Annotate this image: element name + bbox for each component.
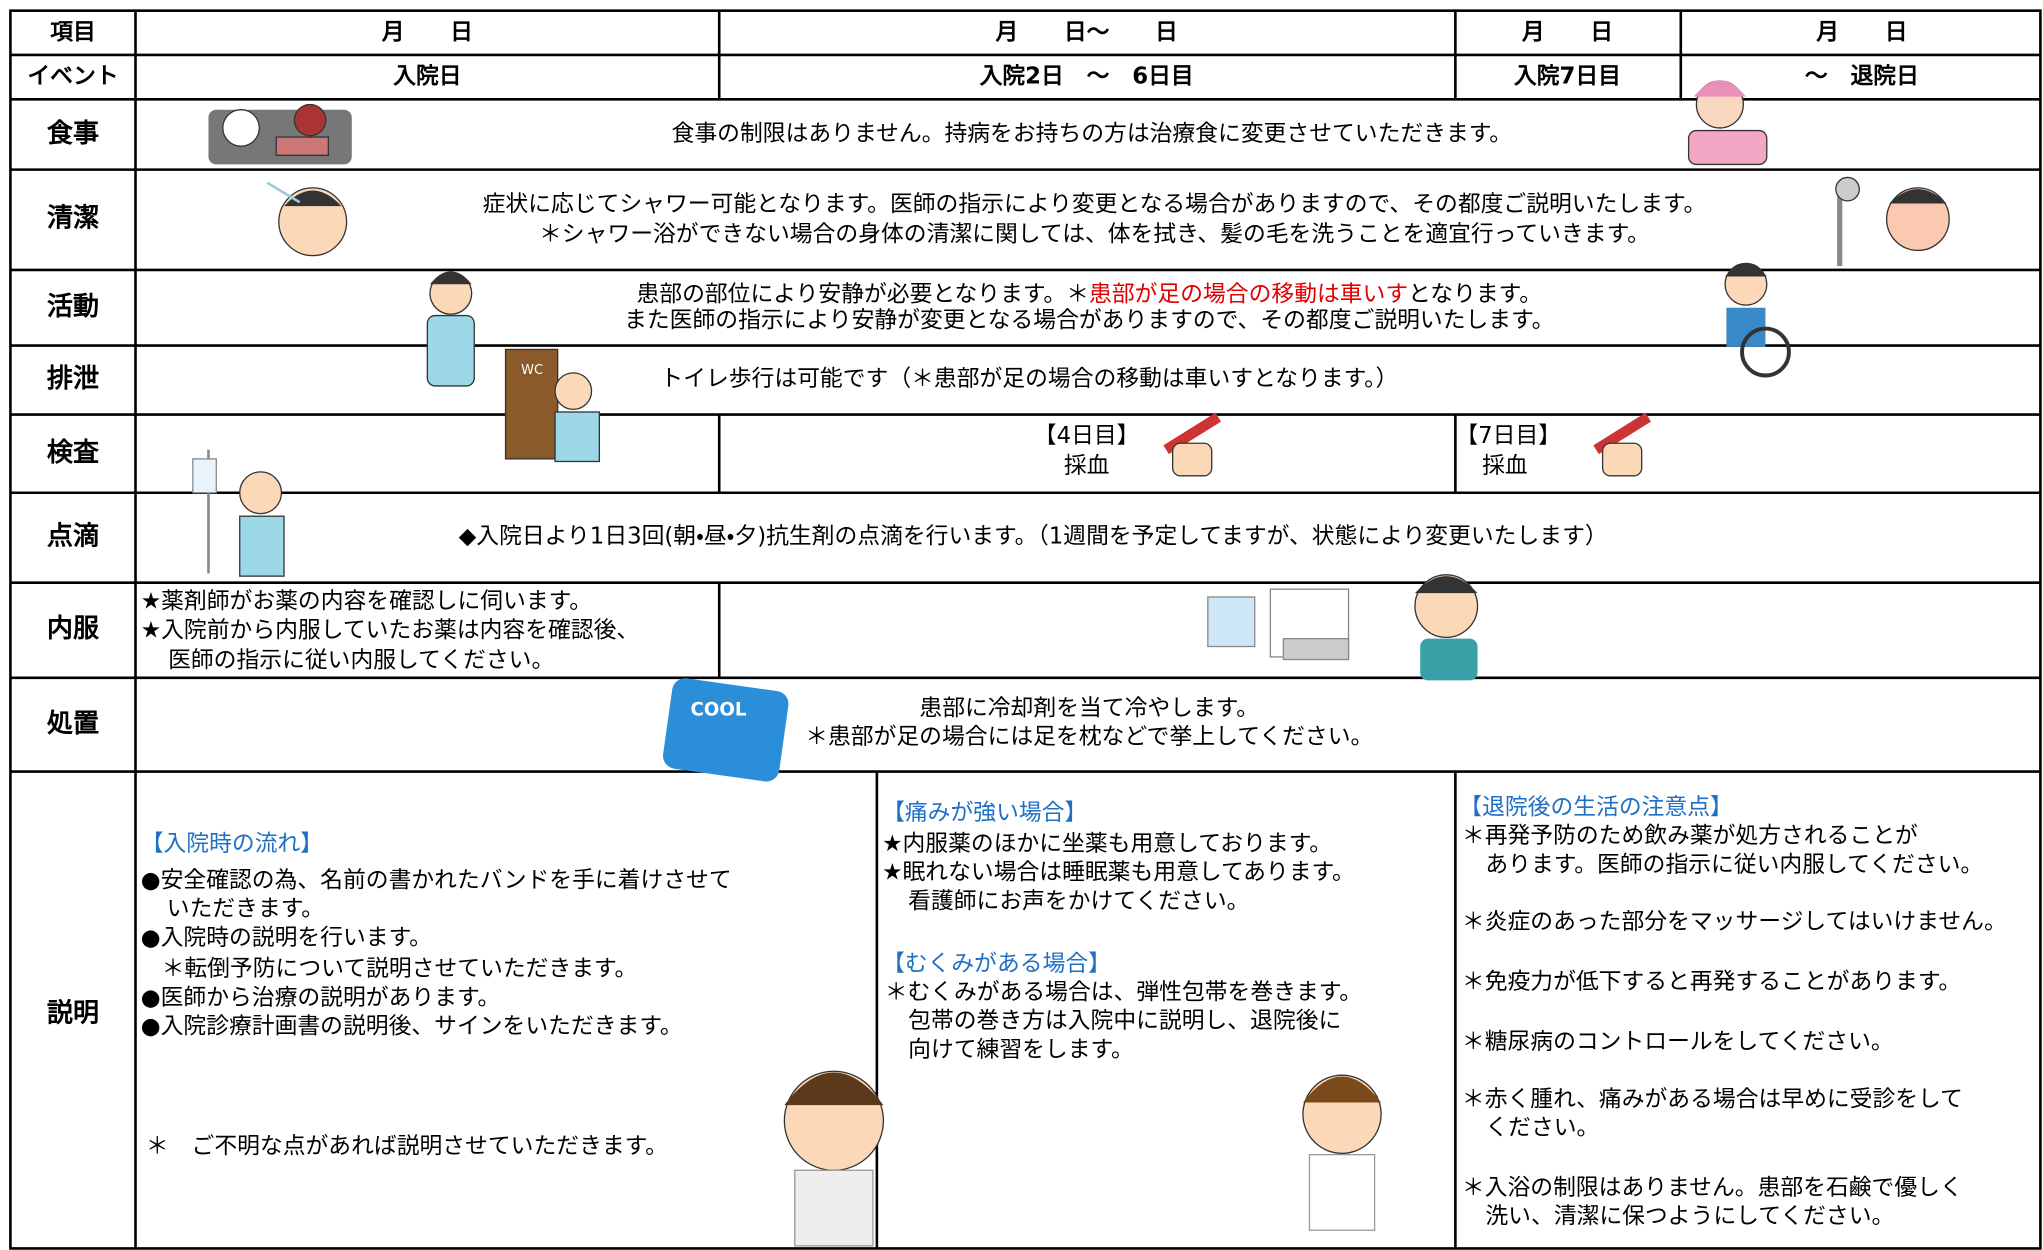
taking-medicine-icon: [1414, 574, 1479, 681]
cell-text: ★内服薬のほかに坐薬も用意しております。: [882, 831, 1332, 857]
cell-text: ＊ ご不明な点があれば説明させていただきます。: [146, 1133, 668, 1159]
text-part: 患部の部位により安静が必要となります。＊: [636, 281, 1089, 307]
cell-text: 【4日目】: [1034, 423, 1140, 449]
cell-text: 医師の指示に従い内服してください。: [168, 647, 554, 673]
cell-text: ＊免疫力が低下すると再発することがあります。: [1462, 969, 1961, 995]
illustrations: WC COOL: [192, 80, 1950, 1247]
meal-tray-icon: [208, 103, 352, 165]
cell-text: 患部に冷却剤を当て冷やします。: [919, 696, 1259, 722]
cell-text: ★入院前から内服していたお薬は内容を確認後、: [141, 617, 640, 643]
row-label: 検査: [47, 438, 99, 468]
header-cell: 月 日: [381, 19, 473, 45]
cell-text: 採血: [1064, 453, 1110, 479]
table-grid: [9, 9, 2042, 1250]
header-cell: 月 日: [1521, 19, 1613, 45]
shower-bath-icon: [1835, 176, 1950, 267]
header-cell: 月 日～ 日: [994, 19, 1177, 45]
iv-drip-icon: [192, 449, 285, 577]
cell-text: ください。: [1485, 1115, 1599, 1141]
cell-text: トイレ歩行は可能です（＊患部が足の場合の移動は車いすとなります。）: [660, 366, 1398, 392]
event-cell: 入院日: [393, 64, 461, 90]
row-label: 食事: [47, 118, 99, 149]
cool-pack-icon: COOL: [663, 678, 789, 782]
syringe-icon: [1163, 412, 1222, 477]
cell-text: ＊むくみがある場合は、弾性包帯を巻きます。: [885, 980, 1362, 1006]
header-cell: 項目: [50, 19, 96, 45]
event-cell: 入院7日目: [1514, 64, 1621, 90]
patient-standing-icon: [426, 271, 475, 387]
row-label: 清潔: [47, 204, 99, 234]
table-border: [9, 9, 2042, 1250]
cell-text: 食事の制限はありません。持病をお持ちの方は治療食に変更させていただきます。: [672, 121, 1513, 147]
cell-text: ●医師から治療の説明があります。: [141, 985, 501, 1011]
text-part: となります。: [1408, 281, 1542, 307]
row-label: 内服: [47, 614, 100, 644]
cell-text: ★薬剤師がお薬の内容を確認しに伺います。: [141, 589, 592, 615]
medicine-icon: [1207, 588, 1350, 661]
event-cell: ～ 退院日: [1805, 64, 1919, 90]
cell-text: また医師の指示により安静が変更となる場合がありますので、その都度ご説明いたします…: [624, 307, 1554, 333]
row-label: 説明: [47, 997, 99, 1028]
cell-text: ●入院診療計画書の説明後、サインをいただきます。: [141, 1013, 683, 1039]
event-cell: イベント: [27, 64, 118, 90]
highlight-text: 患部が足の場合の移動は車いす: [1089, 281, 1408, 307]
svg-text:WC: WC: [521, 363, 543, 378]
cell-text: あります。医師の指示に従い内服してください。: [1485, 852, 1983, 878]
nurse-icon: [1302, 1074, 1382, 1231]
header-cell: 月 日: [1815, 19, 1907, 45]
section-heading: 【入院時の流れ】: [141, 831, 323, 857]
event-cell: 入院2日 ～ 6日目: [980, 64, 1194, 90]
row-label: 排泄: [47, 364, 99, 394]
cell-text: 看護師にお声をかけてください。: [908, 888, 1249, 914]
svg-text:COOL: COOL: [691, 699, 747, 720]
cell-text: ＊シャワー浴ができない場合の身体の清潔に関しては、体を拭き、髪の毛を洗うことを適…: [539, 221, 1650, 247]
cell-text: 症状に応じてシャワー可能となります。医師の指示により変更となる場合がありますので…: [483, 191, 1707, 217]
section-heading: 【痛みが強い場合】: [882, 800, 1087, 826]
cell-text: ＊転倒予防について説明させていただきます。: [162, 956, 638, 982]
cell-text: 患部の部位により安静が必要となります。＊患部が足の場合の移動は車いすとなります。: [636, 281, 1542, 307]
cell-text: ●安全確認の為、名前の書かれたバンドを手に着けさせて: [141, 868, 732, 894]
toilet-icon: WC: [504, 348, 601, 463]
cell-text: 向けて練習をします。: [908, 1037, 1134, 1063]
shower-head-icon: [266, 181, 348, 257]
cell-text: ●入院時の説明を行います。: [141, 925, 432, 951]
cell-text: ＊再発予防のため飲み薬が処方されることが: [1462, 823, 1918, 849]
row-label: 処置: [47, 709, 99, 739]
section-heading: 【退院後の生活の注意点】: [1459, 795, 1733, 821]
wheelchair-icon: [1724, 262, 1791, 378]
cell-text: 洗い、清潔に保つようにしてください。: [1485, 1204, 1894, 1230]
cell-text: 採血: [1482, 453, 1528, 479]
section-heading: 【むくみがある場合】: [882, 951, 1111, 977]
nurse-meal-icon: [1687, 80, 1768, 166]
cell-text: いただきます。: [167, 896, 324, 922]
cell-text: 包帯の巻き方は入院中に説明し、退院後に: [908, 1008, 1341, 1034]
row-label: 点滴: [47, 521, 99, 552]
cell-text: 【7日目】: [1455, 423, 1561, 449]
doctor-icon: [783, 1070, 885, 1247]
syringe-icon: [1593, 412, 1651, 477]
cell-text: ＊糖尿病のコントロールをしてください。: [1462, 1029, 1894, 1055]
cell-text: ＊患部が足の場合には足を枕などで挙上してください。: [805, 724, 1373, 750]
cell-text: ◆入院日より1日3回(朝・昼・夕)抗生剤の点滴を行います。（1週間を予定してます…: [459, 524, 1608, 550]
row-label: 活動: [47, 292, 99, 322]
cell-text: ＊入浴の制限はありません。患部を石鹸で優しく: [1462, 1175, 1963, 1201]
cell-text: ＊赤く腫れ、痛みがある場合は早めに受診をして: [1462, 1086, 1963, 1112]
cell-text: ★眠れない場合は睡眠薬も用意してあります。: [882, 860, 1355, 886]
cell-text: ＊炎症のあった部分をマッサージしてはいけません。: [1462, 909, 2007, 935]
